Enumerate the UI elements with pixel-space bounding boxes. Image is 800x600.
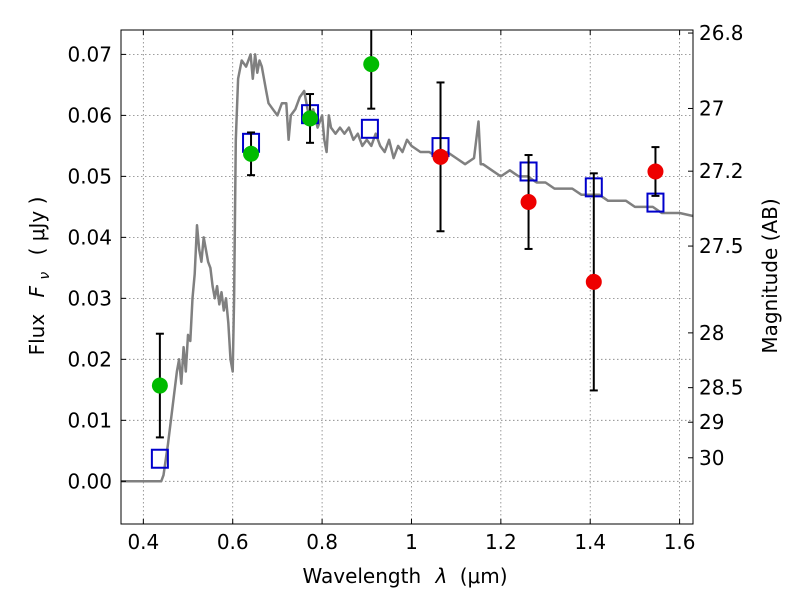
photometry-point <box>151 377 168 394</box>
photometry-point <box>363 56 380 73</box>
x-tick-label: 1 <box>405 530 418 554</box>
x-tick-label: 1.4 <box>574 530 606 554</box>
y2-tick-label: 29 <box>699 410 724 434</box>
y-tick-label: 0.03 <box>67 286 112 310</box>
photometry-point <box>302 110 319 127</box>
y-tick-label: 0.05 <box>67 164 112 188</box>
x-tick-label: 1.2 <box>485 530 517 554</box>
photometry-point <box>647 163 664 180</box>
photometry-point <box>432 148 449 165</box>
x-axis-label: Wavelength λ (μm) <box>302 564 507 588</box>
y2-tick-label: 27 <box>699 96 724 120</box>
plot-frame <box>120 29 694 525</box>
y2-tick-label: 27.5 <box>699 234 744 258</box>
x-tick-label: 0.8 <box>306 530 338 554</box>
y2-axis-label: Magnitude (AB) <box>758 198 782 353</box>
y2-tick-label: 27.2 <box>699 159 744 183</box>
photometry-point <box>585 273 602 290</box>
model-spectrum <box>121 53 694 483</box>
grid <box>121 30 693 524</box>
y-axis-label: Flux F ν ( μJy ) <box>25 197 54 356</box>
model-flux-square <box>360 118 379 139</box>
photometry-points <box>150 30 665 469</box>
y-tick-label: 0.02 <box>67 347 112 371</box>
y2-tick-label: 28 <box>699 321 724 345</box>
spectrum-line <box>121 53 694 483</box>
y-tick-label: 0.04 <box>67 225 112 249</box>
x-tick-label: 0.4 <box>127 530 159 554</box>
y-tick-label: 0.06 <box>67 103 112 127</box>
photometry-point <box>243 145 260 162</box>
x-tick-label: 1.6 <box>664 530 696 554</box>
photometry-point <box>520 193 537 210</box>
y2-tick-label: 28.5 <box>699 376 744 400</box>
y2-tick-label: 30 <box>699 446 724 470</box>
ticks: 0.4 0.6 0.8 1 1.2 1.4 1.6 0.00 0.01 0.02 0.03 0.04 0… <box>67 21 743 554</box>
y-tick-label: 0.01 <box>67 408 112 432</box>
y-tick-label: 0.07 <box>67 42 112 66</box>
y-tick-label: 0.00 <box>67 469 112 493</box>
model-flux-square <box>150 448 169 469</box>
y2-tick-label: 26.8 <box>699 21 744 45</box>
x-tick-label: 0.6 <box>217 530 249 554</box>
